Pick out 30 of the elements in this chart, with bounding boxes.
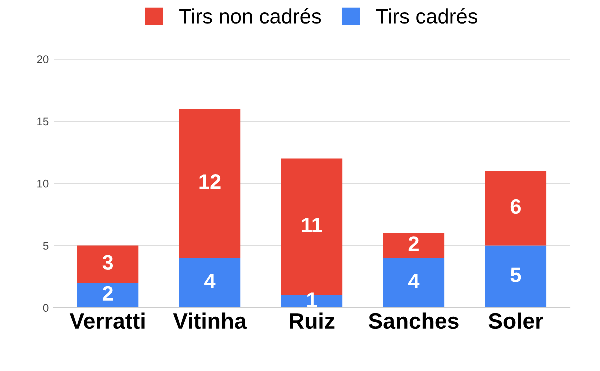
bar <box>485 246 547 308</box>
x-tick-label: Verratti <box>70 312 145 330</box>
y-tick-label: 5 <box>43 242 49 250</box>
x-tick-label: Sanches <box>368 312 459 330</box>
bar <box>383 233 445 258</box>
data-label: 5 <box>510 268 522 282</box>
y-tick-label: 10 <box>38 180 49 188</box>
y-tick-label: 15 <box>38 118 49 126</box>
data-label: 4 <box>408 274 420 288</box>
bar <box>383 258 445 308</box>
bar <box>77 283 139 308</box>
legend-label: Tirs non cadrés <box>180 8 322 24</box>
bar <box>179 258 241 308</box>
y-tick-label: 0 <box>43 304 49 312</box>
bar <box>77 246 139 284</box>
x-tick-label: Soler <box>488 312 544 330</box>
bar <box>485 171 547 246</box>
data-label: 2 <box>102 286 114 301</box>
data-label: 3 <box>102 255 114 270</box>
data-label: 11 <box>302 218 322 233</box>
x-tick-label: Vitinha <box>173 312 248 330</box>
data-label: 6 <box>510 199 521 214</box>
data-label: 4 <box>204 274 216 288</box>
y-tick-label: 20 <box>37 56 49 64</box>
data-label: 12 <box>200 174 221 190</box>
x-tick-label: Ruiz <box>290 312 335 330</box>
bar <box>179 109 241 258</box>
legend-label: Tirs cadrés <box>376 8 478 24</box>
data-label: 2 <box>408 236 419 252</box>
data-label: 1 <box>308 292 318 308</box>
